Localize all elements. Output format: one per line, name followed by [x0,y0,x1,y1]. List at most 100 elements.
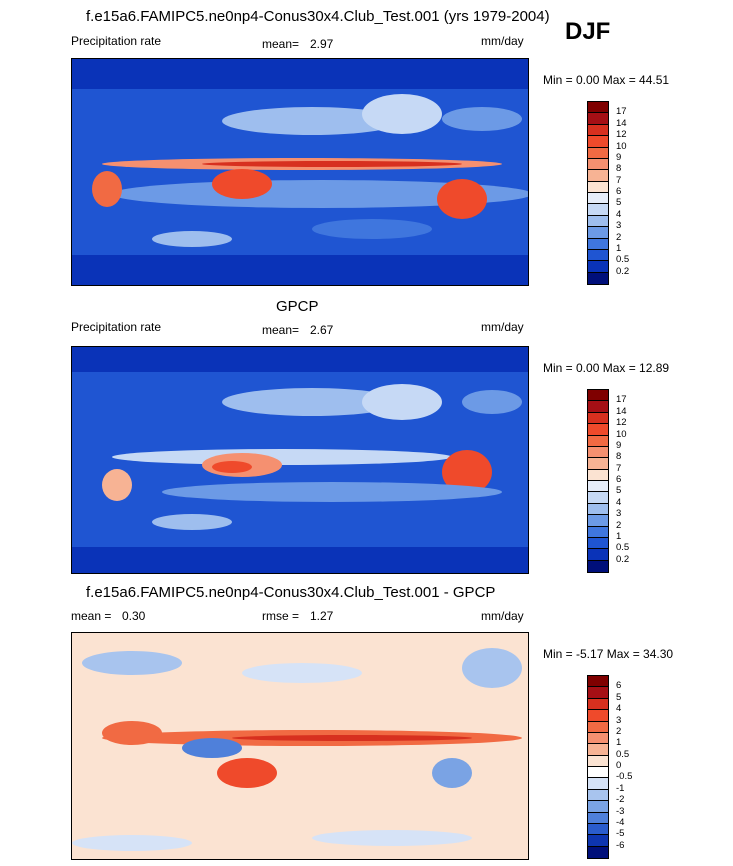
colorbar-tick-label: 12 [616,417,627,429]
colorbar-cell [588,835,608,847]
colorbar-tick-label: 4 [616,496,622,508]
colorbar-cell [588,789,608,802]
colorbar-tick-label: 0.2 [616,553,630,565]
colorbar-cell [588,147,608,159]
colorbar-cell [588,515,608,527]
panel3-minmax: Min = -5.17 Max = 34.30 [543,647,674,661]
colorbar-tick-label: 17 [616,106,627,118]
colorbar-cell [588,170,608,182]
panel2-mean-label: mean= [262,323,300,337]
panel3-colorbar [587,675,609,859]
colorbar-cell [588,721,608,733]
panel3-mean-label: mean = [71,609,112,623]
colorbar-tick-label: 0.5 [616,542,630,554]
panel3-colorbar-ticks: 6 5 4 3 2 1 0.5 0 -0.5 -1 -2 -3 -4 -5 -6 [616,675,646,857]
colorbar-cell [588,687,608,699]
colorbar-cell [588,481,608,493]
colorbar-cell [588,181,608,193]
colorbar-tick-label: 1 [616,737,622,749]
panel1-units: mm/day [481,34,524,48]
colorbar-tick-label: 5 [616,691,622,703]
colorbar-tick-label: 4 [616,703,622,715]
colorbar-tick-label: 2 [616,725,622,737]
colorbar-cell [588,492,608,504]
colorbar-cell [588,204,608,216]
colorbar-cell [588,238,608,250]
colorbar-tick-label: -2 [616,794,625,806]
colorbar-tick-label: 5 [616,197,622,209]
colorbar-cell [588,458,608,470]
panel1-mean-value: 2.97 [310,37,334,51]
colorbar-cell [588,503,608,516]
panel3-units: mm/day [481,609,524,623]
colorbar-tick-label: 2 [616,231,622,243]
panel3-field [72,633,528,859]
colorbar-cell [588,812,608,824]
colorbar-tick-label: 17 [616,394,627,406]
panel2-field [72,347,528,573]
colorbar-cell [588,698,608,711]
colorbar-tick-label: 5 [616,485,622,497]
colorbar-cell [588,801,608,813]
panel1-field [72,59,528,285]
colorbar-cell [588,136,608,148]
colorbar-tick-label: 8 [616,163,622,175]
colorbar-tick-label: -4 [616,816,625,828]
season-label: DJF [565,18,611,45]
colorbar-cell [588,537,608,550]
panel3-rmse-label: rmse = [262,609,300,623]
colorbar-cell [588,823,608,836]
panel1-title: f.e15a6.FAMIPC5.ne0np4-Conus30x4.Club_Te… [86,8,550,25]
panel2-mean-value: 2.67 [310,323,334,337]
colorbar-tick-label: -1 [616,782,625,794]
colorbar-tick-label: 0.5 [616,254,630,266]
colorbar-tick-label: 0.2 [616,265,630,277]
colorbar-cell [588,193,608,205]
colorbar-cell [588,124,608,137]
colorbar-tick-label: 7 [616,462,622,474]
panel3-mean-value: 0.30 [122,609,146,623]
colorbar-tick-label: 3 [616,220,622,232]
colorbar-tick-label: 6 [616,186,622,197]
colorbar-cell [588,755,608,767]
colorbar-tick-label: 0.5 [616,748,630,760]
panel1-map [71,58,529,286]
colorbar-tick-label: 3 [616,714,622,726]
colorbar-cell [588,560,608,572]
colorbar-tick-label: 1 [616,530,622,542]
colorbar-tick-label: 9 [616,151,622,163]
colorbar-tick-label: -5 [616,828,625,840]
colorbar-cell [588,424,608,436]
colorbar-tick-label: 1 [616,242,622,254]
colorbar-tick-label: 12 [616,129,627,141]
panel1-colorbar [587,101,609,285]
panel1-mean-label: mean= [262,37,300,51]
colorbar-tick-label: 6 [616,474,622,485]
panel2-colorbar [587,389,609,573]
colorbar-cell [588,390,608,402]
colorbar-cell [588,744,608,756]
colorbar-tick-label: 10 [616,140,627,152]
colorbar-cell [588,676,608,688]
colorbar-cell [588,710,608,722]
colorbar-tick-label: -0.5 [616,771,633,783]
panel1-colorbar-ticks: 17 14 12 10 9 8 7 6 5 4 3 2 1 0.5 0.2 [616,101,646,283]
colorbar-tick-label: 7 [616,174,622,186]
panel1-variable-label: Precipitation rate [71,34,162,48]
colorbar-cell [588,469,608,481]
colorbar-tick-label: 8 [616,451,622,463]
colorbar-cell [588,249,608,262]
panel2-colorbar-ticks: 17 14 12 10 9 8 7 6 5 4 3 2 1 0.5 0.2 [616,389,646,571]
panel2-units: mm/day [481,320,524,334]
colorbar-tick-label: -3 [616,805,625,817]
colorbar-tick-label: 2 [616,519,622,531]
colorbar-tick-label: -6 [616,839,625,851]
colorbar-cell [588,272,608,284]
panel3-rmse-value: 1.27 [310,609,334,623]
panel2-title: GPCP [276,298,319,315]
colorbar-cell [588,435,608,447]
colorbar-cell [588,732,608,745]
colorbar-cell [588,412,608,425]
colorbar-cell [588,778,608,790]
colorbar-cell [588,767,608,779]
